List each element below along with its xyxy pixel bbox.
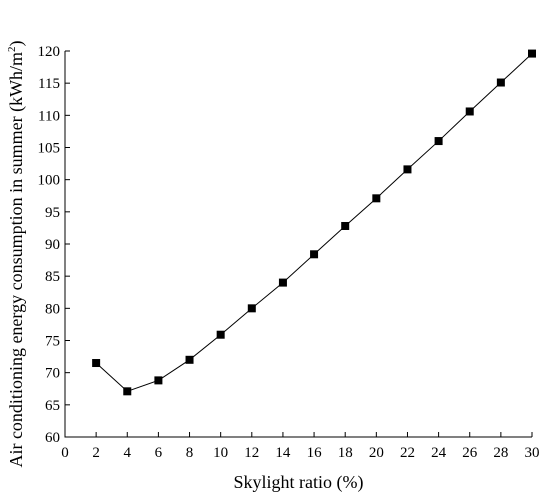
data-point: [496, 78, 505, 87]
data-point: [341, 221, 350, 230]
y-tick-label: 75: [45, 334, 60, 350]
x-tick-label: 4: [124, 445, 132, 461]
data-point: [465, 107, 474, 116]
x-tick-label: 10: [213, 445, 228, 461]
plot-frame: [64, 51, 532, 438]
x-tick-label: 24: [431, 445, 447, 461]
y-tick-label: 95: [45, 205, 60, 221]
y-axis-title-main: Air conditioning energy consumption in s…: [6, 52, 27, 468]
x-axis-ticks: 0 2 4 6 8 10 12 14 16 18 20 22 24 26 28 30: [61, 432, 540, 461]
data-markers: [92, 49, 536, 396]
data-point: [216, 330, 225, 339]
x-tick-label: 28: [493, 445, 508, 461]
y-tick-label: 60: [45, 430, 60, 446]
x-axis-title: Skylight ratio (%): [234, 472, 364, 493]
x-tick-label: 2: [92, 445, 100, 461]
y-tick-label: 100: [38, 173, 61, 189]
data-point: [185, 355, 194, 364]
x-tick-label: 12: [244, 445, 259, 461]
x-tick-label: 14: [275, 445, 291, 461]
y-tick-label: 80: [45, 301, 60, 317]
y-tick-label: 105: [38, 141, 61, 157]
y-axis-ticks: 60 65 70 75 80 85 90 95 100 105 110 115 120: [38, 44, 70, 446]
x-tick-label: 26: [462, 445, 478, 461]
data-point: [123, 387, 132, 396]
data-point: [278, 278, 287, 287]
data-point: [92, 359, 101, 368]
data-point: [403, 165, 412, 174]
y-tick-label: 90: [45, 237, 60, 253]
y-axis-title-end: ): [6, 40, 27, 46]
x-tick-label: 18: [338, 445, 353, 461]
x-tick-label: 8: [186, 445, 194, 461]
y-tick-label: 85: [45, 269, 60, 285]
x-tick-label: 30: [525, 445, 540, 461]
y-tick-label: 65: [45, 398, 60, 414]
data-point: [434, 137, 443, 146]
y-tick-label: 115: [38, 76, 60, 92]
x-tick-label: 6: [155, 445, 163, 461]
x-tick-label: 20: [369, 445, 384, 461]
data-point: [247, 304, 256, 313]
y-tick-label: 120: [38, 44, 61, 60]
x-tick-label: 22: [400, 445, 415, 461]
data-point: [154, 376, 163, 385]
x-tick-label: 0: [61, 445, 69, 461]
data-point: [528, 49, 536, 58]
y-tick-label: 110: [38, 108, 60, 124]
data-point: [310, 250, 319, 259]
y-axis-title-superscript: 2: [6, 46, 18, 52]
series-line: [95, 53, 533, 392]
x-tick-label: 16: [307, 445, 323, 461]
data-point: [372, 194, 381, 203]
y-axis-title: Air conditioning energy consumption in s…: [6, 40, 27, 467]
y-tick-label: 70: [45, 366, 60, 382]
